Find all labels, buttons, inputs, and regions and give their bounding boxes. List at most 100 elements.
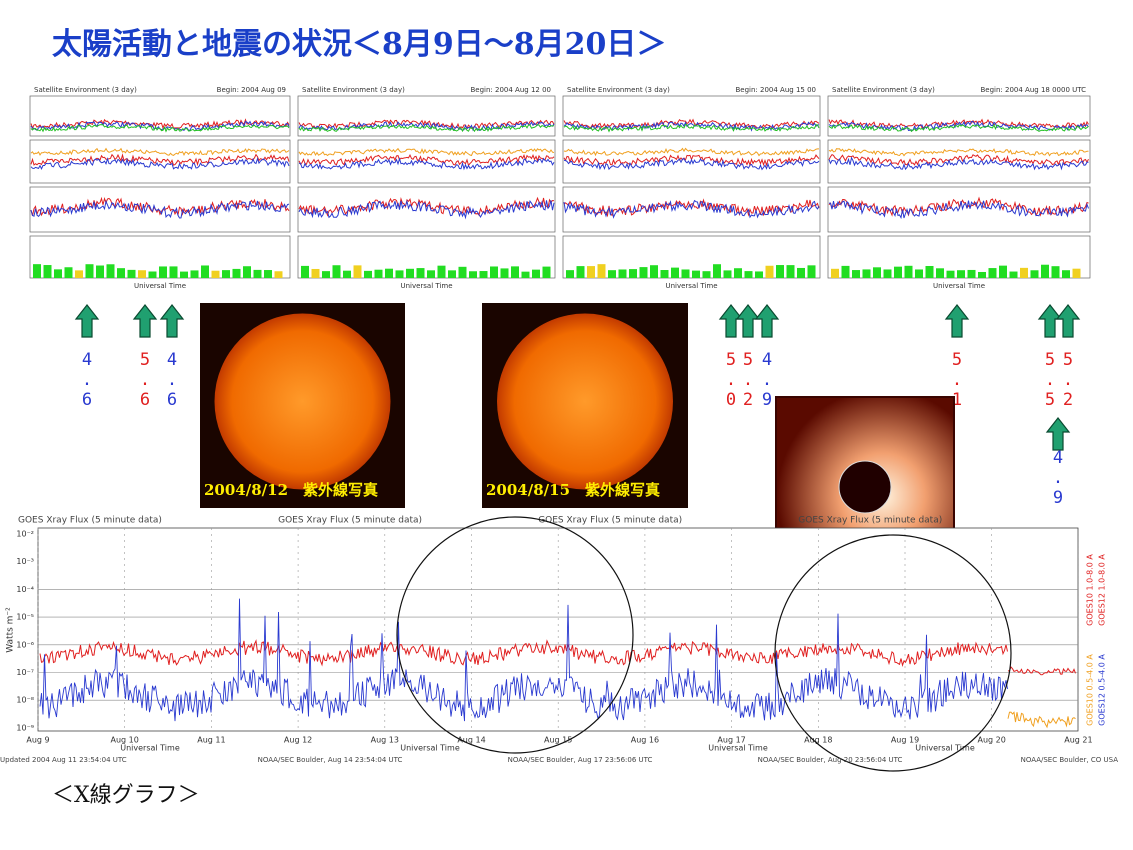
kp-bar	[639, 267, 648, 278]
footer: Updated 2004 Aug 11 23:54:04 UTC	[0, 756, 127, 764]
kp-bar	[311, 268, 320, 278]
subplot	[297, 235, 556, 279]
sun	[497, 313, 673, 490]
legend: GOES12 0.5-4.0 A	[1098, 654, 1107, 726]
kp-bar	[490, 266, 498, 278]
highlight	[774, 534, 1012, 772]
kp-bar	[587, 266, 595, 278]
kp-bar	[978, 271, 986, 278]
arrow	[132, 304, 158, 338]
arrow	[944, 304, 970, 338]
trace	[39, 598, 1008, 722]
kp-bar	[946, 270, 955, 278]
arrow	[718, 304, 744, 338]
kp-bar	[395, 270, 404, 278]
y-tick: 10⁻⁸	[16, 696, 34, 705]
x-label: Universal Time	[120, 744, 180, 753]
kp-bar	[385, 268, 393, 278]
subplot	[827, 95, 1091, 137]
x-tick: Aug 11	[197, 736, 225, 745]
kp-bar	[765, 265, 774, 278]
arrow	[74, 304, 100, 338]
kp-bar	[873, 267, 881, 278]
kp-bar	[1020, 267, 1028, 278]
sun	[214, 313, 391, 490]
trace	[828, 153, 1089, 166]
arrow	[754, 304, 780, 338]
x-tick: Aug 12	[284, 736, 312, 745]
kp-bar	[713, 264, 721, 278]
kp-bar	[469, 271, 477, 278]
kp-bar	[448, 270, 456, 278]
kp-bar	[894, 266, 902, 278]
kp-bar	[1009, 271, 1018, 278]
trace	[828, 123, 1089, 133]
kp-bar	[117, 268, 125, 278]
kp-bar	[253, 269, 262, 278]
kp-bar	[500, 268, 509, 278]
trace	[30, 118, 290, 130]
panel-axis: Universal Time	[134, 282, 186, 290]
kp-bar	[831, 268, 839, 278]
panel-begin: Begin: 2004 Aug 18 0000 UTC	[981, 86, 1087, 94]
kp-bar	[127, 269, 136, 278]
trace	[563, 121, 820, 132]
trace	[298, 153, 555, 167]
x-tick: Aug 20	[978, 736, 1006, 745]
kp-bar	[618, 269, 627, 278]
kp-bar	[755, 271, 763, 278]
kp-bar	[64, 267, 73, 278]
kp-bar	[264, 270, 272, 278]
kp-bar	[374, 269, 383, 278]
subplot	[29, 95, 291, 137]
kp-bar	[967, 269, 976, 278]
magnitude: 5.2	[738, 350, 758, 410]
trace	[298, 199, 555, 220]
arrow	[1055, 304, 1081, 338]
kp-bar	[159, 266, 167, 278]
kp-bar	[1030, 270, 1039, 278]
panel-axis: Universal Time	[933, 282, 985, 290]
magnitude: 5.2	[1058, 350, 1078, 410]
kp-bar	[608, 270, 616, 278]
panel-begin: Begin: 2004 Aug 12 00	[471, 86, 552, 94]
arrow	[1045, 417, 1071, 451]
x-tick: Aug 10	[111, 736, 139, 745]
trace	[30, 199, 290, 219]
kp-bar	[180, 271, 188, 278]
trace	[298, 157, 555, 171]
kp-bar	[138, 270, 146, 278]
kp-bar	[671, 267, 679, 278]
xray-title: GOES Xray Flux (5 minute data)	[538, 516, 682, 526]
kp-bar	[576, 266, 585, 278]
panel-header: Satellite Environment (3 day)	[567, 86, 670, 94]
kp-bar	[169, 266, 178, 278]
kp-bar	[33, 264, 41, 278]
y-label: Watts m⁻²	[6, 607, 16, 653]
kp-bar	[904, 265, 913, 278]
y-tick: 10⁻²	[16, 530, 34, 539]
trace	[1007, 666, 1076, 676]
panel-axis: Universal Time	[665, 282, 717, 290]
kp-bar	[332, 265, 341, 278]
subplot	[297, 95, 556, 137]
kp-bar	[650, 265, 658, 278]
kp-bar	[322, 271, 330, 278]
trace	[563, 199, 820, 219]
kp-bar	[566, 270, 574, 278]
kp-bar	[542, 266, 551, 278]
kp-bar	[797, 267, 805, 278]
kp-bar	[406, 268, 414, 278]
kp-bar	[416, 268, 425, 278]
panel-header: Satellite Environment (3 day)	[832, 86, 935, 94]
trace	[298, 147, 555, 157]
kp-bar	[936, 268, 944, 278]
x-tick: Aug 19	[891, 736, 919, 745]
kp-bar	[776, 265, 784, 278]
x-tick: Aug 13	[371, 736, 399, 745]
kp-bar	[274, 271, 283, 278]
y-tick: 10⁻⁶	[16, 640, 34, 649]
panel-axis: Universal Time	[400, 282, 452, 290]
arrow	[735, 304, 761, 338]
